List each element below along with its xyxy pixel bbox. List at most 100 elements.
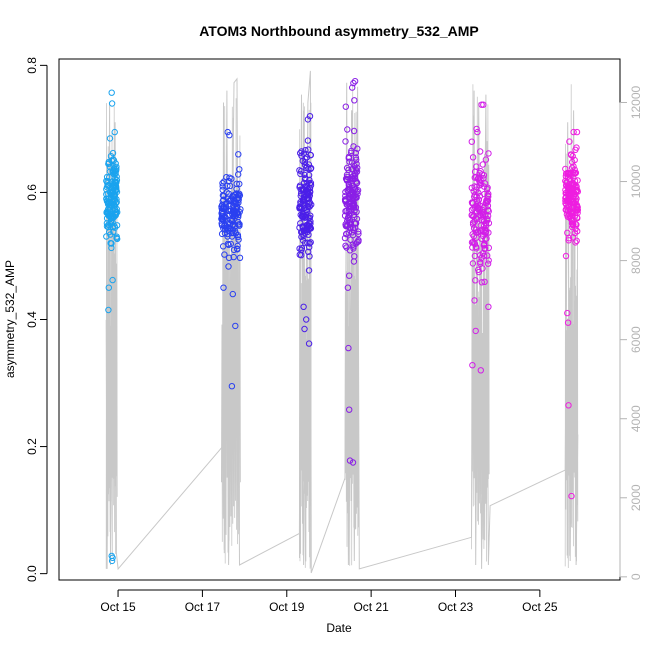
- x-tick-label: Oct 21: [353, 600, 389, 614]
- data-point: [569, 152, 576, 160]
- data-point: [114, 209, 121, 216]
- data-point: [218, 215, 226, 222]
- data-point: [483, 185, 491, 193]
- data-point: [302, 147, 309, 154]
- data-point: [574, 204, 581, 211]
- data-point: [346, 175, 354, 183]
- data-point: [301, 239, 309, 247]
- data-point: [344, 126, 351, 133]
- data-point: [344, 284, 352, 291]
- data-point: [349, 459, 357, 466]
- data-point: [346, 247, 354, 254]
- data-point: [224, 182, 231, 190]
- data-point: [572, 209, 579, 217]
- altitude-profile: [564, 84, 579, 569]
- data-point: [225, 254, 233, 261]
- data-point: [222, 226, 229, 233]
- data-point: [569, 158, 576, 166]
- data-point: [562, 182, 570, 189]
- data-point: [472, 173, 480, 181]
- data-point: [304, 137, 312, 144]
- data-point: [297, 170, 304, 178]
- data-point: [229, 290, 237, 298]
- y-tick-label: 0.8: [25, 57, 39, 74]
- y-tick-label: 0.6: [25, 184, 39, 201]
- data-point: [103, 223, 111, 230]
- data-point: [474, 204, 482, 211]
- data-point: [235, 236, 242, 243]
- data-point: [471, 297, 478, 304]
- data-point: [573, 237, 580, 245]
- data-point: [342, 103, 349, 110]
- secondary-y-axis: 0 2000 4000 6000 8000 10000 12000: [619, 85, 643, 580]
- data-point: [220, 243, 227, 250]
- data-point: [472, 277, 479, 284]
- data-point: [566, 193, 573, 200]
- series-flight-2: [218, 128, 244, 390]
- data-point: [476, 174, 483, 181]
- data-point: [297, 190, 305, 197]
- data-point: [342, 175, 350, 183]
- data-point: [234, 242, 241, 250]
- data-point: [306, 253, 313, 260]
- data-point: [230, 253, 237, 261]
- data-point: [306, 214, 313, 222]
- data-point: [103, 177, 110, 185]
- data-point: [472, 226, 480, 234]
- data-point: [349, 188, 356, 196]
- data-point: [236, 180, 243, 188]
- data-point: [343, 223, 351, 230]
- x-tick-label: Oct 17: [185, 600, 221, 614]
- data-point: [564, 170, 571, 177]
- data-point: [477, 148, 484, 155]
- data-point: [232, 322, 239, 330]
- data-point: [567, 151, 575, 159]
- data-point: [219, 198, 227, 205]
- data-point: [468, 199, 476, 206]
- data-point: [355, 228, 362, 235]
- data-point: [346, 272, 353, 279]
- secondary-tick-label: 12000: [629, 85, 643, 119]
- data-point: [301, 227, 309, 234]
- data-point: [352, 149, 359, 157]
- data-point: [114, 235, 121, 243]
- data-point: [108, 157, 115, 164]
- secondary-tick-label: 6000: [629, 326, 643, 353]
- data-point: [300, 150, 307, 157]
- data-point: [350, 143, 357, 150]
- data-point: [219, 183, 226, 190]
- data-point: [472, 327, 479, 335]
- data-point: [109, 156, 117, 163]
- altitude-profile: [471, 84, 490, 562]
- data-point: [346, 158, 353, 165]
- data-point: [231, 209, 238, 217]
- data-point: [229, 199, 237, 206]
- data-point: [480, 101, 487, 108]
- data-point: [350, 127, 358, 135]
- data-point: [564, 229, 571, 237]
- data-point: [107, 231, 114, 238]
- data-point: [479, 265, 486, 272]
- series-flight-1: [103, 89, 121, 565]
- data-point: [105, 306, 112, 314]
- data-point: [342, 188, 349, 196]
- data-point: [474, 175, 482, 183]
- data-point: [299, 157, 306, 165]
- y-tick-label: 0.0: [25, 565, 39, 582]
- data-point: [350, 258, 358, 265]
- data-point: [108, 557, 116, 565]
- altitude-line-layer: [105, 70, 579, 574]
- data-point: [105, 160, 112, 168]
- data-point: [351, 214, 358, 221]
- data-point: [110, 168, 117, 176]
- data-point: [485, 193, 492, 200]
- data-point: [565, 189, 572, 196]
- data-point: [111, 202, 119, 210]
- data-point: [296, 167, 303, 174]
- data-point: [562, 206, 569, 214]
- data-point: [103, 173, 111, 181]
- data-point: [570, 221, 577, 228]
- data-point: [108, 189, 116, 196]
- data-point: [296, 184, 303, 191]
